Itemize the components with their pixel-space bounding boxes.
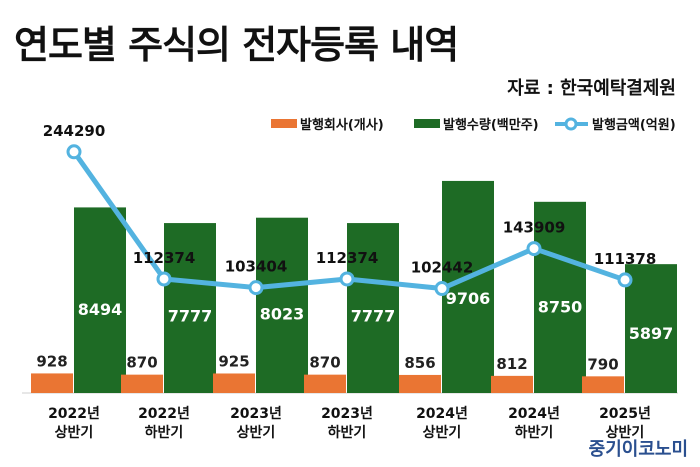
bar-quantity — [74, 207, 126, 393]
bar-quantity — [256, 217, 308, 393]
bar-companies — [31, 373, 73, 393]
label-quantity: 8023 — [260, 304, 305, 323]
bar-companies — [304, 374, 346, 393]
label-companies: 870 — [126, 354, 157, 372]
legend-label-companies: 발행회사(개사) — [300, 117, 384, 133]
point-amount — [339, 271, 355, 287]
label-quantity: 9706 — [446, 289, 491, 308]
point-amount — [434, 281, 450, 297]
bar-companies — [121, 374, 163, 393]
label-amount: 112374 — [316, 249, 379, 267]
point-amount — [526, 241, 542, 257]
label-amount: 244290 — [43, 122, 106, 140]
bar-companies — [582, 376, 624, 393]
label-amount: 143909 — [503, 219, 566, 237]
point-amount — [156, 271, 172, 287]
label-amount: 111378 — [594, 250, 657, 268]
point-amount — [617, 272, 633, 288]
legend-label-quantity: 발행수량(백만주) — [443, 117, 539, 133]
watermark-logo: 중기이코노미 — [588, 439, 688, 460]
bar-companies — [399, 374, 441, 393]
label-quantity: 8494 — [78, 300, 123, 319]
x-tick-label: 2024년 하반기 — [508, 406, 560, 441]
legend-swatch-quantity — [414, 119, 440, 128]
label-quantity: 7777 — [168, 307, 213, 326]
label-amount: 102442 — [411, 259, 474, 277]
label-companies: 812 — [496, 355, 527, 373]
point-amount — [248, 280, 264, 296]
x-tick-label: 2022년 상반기 — [48, 406, 100, 441]
bar-companies — [491, 375, 533, 393]
source-note: 자료 : 한국예탁결제원 — [507, 78, 676, 99]
label-amount: 112374 — [133, 249, 196, 267]
label-quantity: 8750 — [538, 298, 583, 317]
bar-quantity — [164, 223, 216, 393]
bar-companies — [213, 373, 255, 393]
label-companies: 925 — [218, 352, 249, 370]
label-companies: 856 — [404, 354, 435, 372]
x-tick-label: 2024년 상반기 — [416, 406, 468, 441]
x-tick-label: 2023년 상반기 — [230, 406, 282, 441]
legend-swatch-companies — [271, 119, 297, 128]
bar-quantity — [347, 223, 399, 393]
point-amount — [66, 144, 82, 160]
label-quantity: 7777 — [351, 307, 396, 326]
label-companies: 928 — [36, 352, 67, 370]
bar-quantity — [625, 264, 677, 393]
x-tick-label: 2023년 하반기 — [321, 406, 373, 441]
legend-label-amount: 발행금액(억원) — [592, 117, 676, 133]
legend: 발행회사(개사) 발행수량(백만주) 발행금액(억원) — [271, 117, 676, 133]
x-tick-label: 2022년 하반기 — [138, 406, 190, 441]
label-companies: 870 — [309, 354, 340, 372]
x-tick-label: 2025년 상반기 — [599, 406, 651, 441]
label-amount: 103404 — [225, 258, 288, 276]
label-companies: 790 — [587, 355, 618, 373]
bar-quantity — [534, 201, 586, 393]
legend-marker-amount — [564, 117, 578, 131]
label-quantity: 5897 — [629, 324, 674, 343]
chart-title: 연도별 주식의 전자등록 내역 — [14, 23, 459, 67]
